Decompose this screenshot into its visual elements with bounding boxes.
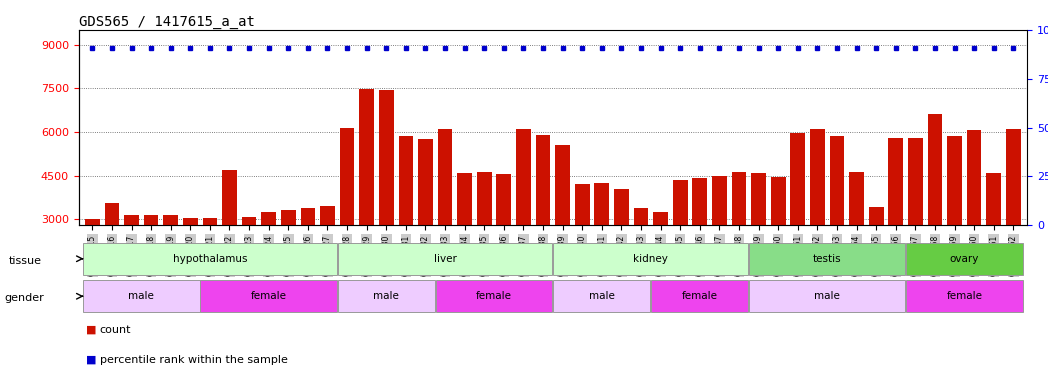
Text: GDS565 / 1417615_a_at: GDS565 / 1417615_a_at — [79, 15, 255, 29]
Bar — [849, 172, 864, 306]
Bar — [967, 130, 982, 306]
Text: liver: liver — [434, 254, 457, 264]
Bar — [749, 243, 905, 274]
Text: male: male — [589, 291, 615, 301]
Bar — [810, 129, 825, 306]
Text: ■: ■ — [86, 355, 96, 365]
Bar — [200, 280, 336, 312]
Bar — [83, 243, 336, 274]
Text: ovary: ovary — [949, 254, 979, 264]
Bar — [202, 218, 217, 306]
Bar — [320, 206, 334, 306]
Bar — [124, 215, 138, 306]
Bar — [927, 114, 942, 306]
Bar — [553, 243, 748, 274]
Bar — [986, 173, 1001, 306]
Bar — [281, 210, 296, 306]
Bar — [712, 176, 726, 306]
Text: kidney: kidney — [633, 254, 669, 264]
Bar — [889, 138, 903, 306]
Bar — [653, 212, 668, 306]
Bar — [693, 178, 707, 306]
Bar — [340, 128, 354, 306]
Bar — [457, 172, 472, 306]
Bar — [790, 133, 805, 306]
Text: male: male — [128, 291, 154, 301]
Bar — [436, 280, 552, 312]
Text: tissue: tissue — [8, 256, 41, 266]
Text: percentile rank within the sample: percentile rank within the sample — [100, 355, 287, 365]
Bar — [301, 208, 315, 306]
Bar — [261, 211, 276, 306]
Bar — [183, 218, 198, 306]
Bar — [575, 184, 590, 306]
Text: hypothalamus: hypothalamus — [173, 254, 247, 264]
Text: male: male — [373, 291, 399, 301]
Text: count: count — [100, 325, 131, 335]
Text: ■: ■ — [86, 325, 96, 335]
Bar — [242, 216, 257, 306]
Text: female: female — [946, 291, 982, 301]
Bar — [516, 129, 530, 306]
Bar — [905, 280, 1023, 312]
Bar — [105, 203, 119, 306]
Bar — [908, 138, 922, 306]
Bar — [477, 172, 492, 306]
Bar — [359, 89, 374, 306]
Bar — [398, 136, 413, 306]
Bar — [749, 280, 905, 312]
Bar — [594, 183, 609, 306]
Bar — [751, 172, 766, 306]
Bar — [163, 215, 178, 306]
Bar — [85, 219, 100, 306]
Bar — [869, 207, 883, 306]
Bar — [536, 135, 550, 306]
Bar — [947, 136, 962, 306]
Bar — [1006, 129, 1021, 306]
Bar — [673, 180, 687, 306]
Text: female: female — [250, 291, 287, 301]
Text: female: female — [682, 291, 718, 301]
Text: gender: gender — [4, 293, 44, 303]
Text: testis: testis — [813, 254, 842, 264]
Bar — [553, 280, 651, 312]
Bar — [337, 243, 552, 274]
Bar — [771, 177, 786, 306]
Text: male: male — [814, 291, 840, 301]
Bar — [732, 172, 746, 306]
Bar — [614, 189, 629, 306]
Text: female: female — [476, 291, 512, 301]
Bar — [497, 174, 511, 306]
Bar — [634, 208, 649, 306]
Bar — [418, 139, 433, 306]
Bar — [379, 90, 394, 306]
Bar — [144, 215, 158, 306]
Bar — [651, 280, 748, 312]
Bar — [83, 280, 200, 312]
Bar — [905, 243, 1023, 274]
Bar — [438, 129, 453, 306]
Bar — [830, 136, 845, 306]
Bar — [222, 170, 237, 306]
Bar — [337, 280, 435, 312]
Bar — [555, 145, 570, 306]
